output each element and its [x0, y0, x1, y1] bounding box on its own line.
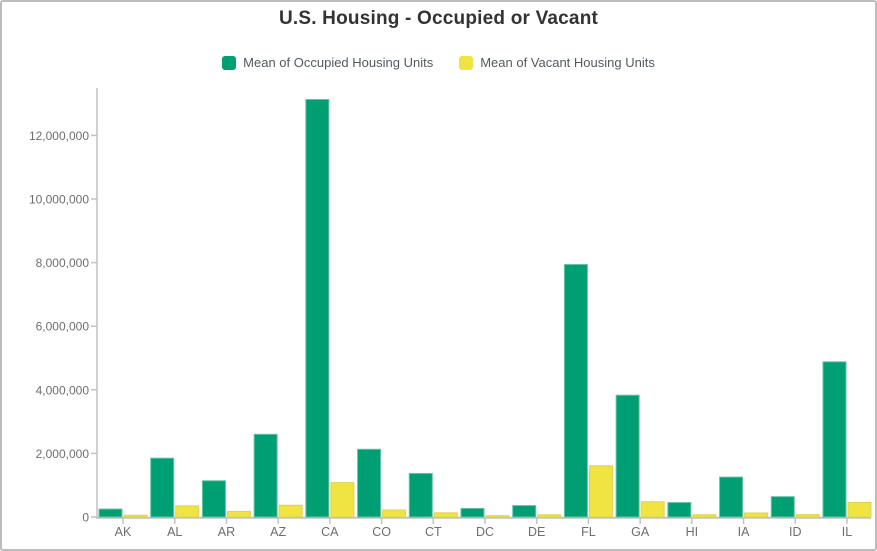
bar-FL-occupied[interactable] [563, 264, 588, 518]
x-axis-label-FL: FL [581, 525, 596, 539]
y-axis-tick-label: 12,000,000 [29, 129, 89, 143]
x-axis-label-AK: AK [115, 525, 132, 539]
x-axis-label-IA: IA [738, 525, 750, 539]
bar-CA-occupied[interactable] [305, 98, 330, 518]
bar-IA-vacant[interactable] [744, 512, 769, 518]
bar-CA-vacant[interactable] [330, 482, 355, 518]
x-axis-label-DC: DC [476, 525, 494, 539]
bar-CO-vacant[interactable] [382, 509, 407, 518]
bar-AK-occupied[interactable] [98, 508, 123, 518]
legend-label-vacant: Mean of Vacant Housing Units [480, 55, 655, 70]
x-axis-label-AZ: AZ [270, 525, 286, 539]
x-axis-label-DE: DE [528, 525, 545, 539]
bar-ID-vacant[interactable] [795, 514, 820, 518]
y-axis-tick-label: 2,000,000 [36, 447, 90, 461]
bar-FL-vacant[interactable] [588, 465, 613, 518]
bar-ID-occupied[interactable] [770, 496, 795, 518]
chart-title: U.S. Housing - Occupied or Vacant [278, 8, 599, 29]
bar-AR-vacant[interactable] [226, 510, 251, 518]
bar-CO-occupied[interactable] [357, 448, 382, 518]
bar-AL-vacant[interactable] [175, 505, 200, 518]
vacant-swatch-icon [459, 55, 474, 70]
occupied-swatch-icon [222, 55, 237, 70]
legend-item-occupied[interactable]: Mean of Occupied Housing Units [222, 55, 433, 70]
bar-DC-occupied[interactable] [460, 507, 485, 518]
x-axis-label-ID: ID [789, 525, 802, 539]
x-axis-label-CA: CA [321, 525, 339, 539]
x-axis-label-HI: HI [686, 525, 699, 539]
bar-AK-vacant[interactable] [123, 514, 148, 518]
bar-CT-occupied[interactable] [408, 472, 433, 518]
y-axis-tick-label: 10,000,000 [29, 193, 89, 207]
bar-IL-vacant[interactable] [847, 501, 872, 518]
x-axis-label-CO: CO [372, 525, 391, 539]
bar-DE-occupied[interactable] [512, 505, 537, 518]
bar-AZ-vacant[interactable] [278, 504, 303, 518]
legend-item-vacant[interactable]: Mean of Vacant Housing Units [459, 55, 655, 70]
x-axis-label-CT: CT [425, 525, 442, 539]
bar-DE-vacant[interactable] [537, 514, 562, 518]
bar-CT-vacant[interactable] [433, 512, 458, 518]
x-axis-label-AL: AL [167, 525, 182, 539]
bar-HI-occupied[interactable] [667, 502, 692, 518]
y-axis-tick-label: 4,000,000 [36, 383, 90, 397]
legend: Mean of Occupied Housing Units Mean of V… [2, 55, 875, 70]
bar-AR-occupied[interactable] [201, 480, 226, 518]
y-axis-tick-label: 0 [82, 511, 89, 525]
bar-IL-occupied[interactable] [822, 361, 847, 518]
bar-GA-occupied[interactable] [615, 394, 640, 518]
x-axis-label-GA: GA [631, 525, 650, 539]
y-axis-tick-label: 6,000,000 [36, 320, 90, 334]
bar-AZ-occupied[interactable] [253, 433, 278, 518]
x-axis-label-AR: AR [218, 525, 235, 539]
y-axis-tick-label: 8,000,000 [36, 256, 90, 270]
bar-HI-vacant[interactable] [692, 514, 717, 518]
legend-label-occupied: Mean of Occupied Housing Units [243, 55, 434, 70]
bar-AL-occupied[interactable] [150, 457, 175, 518]
bar-IA-occupied[interactable] [719, 476, 744, 518]
bar-DC-vacant[interactable] [485, 515, 510, 518]
x-axis-label-IL: IL [842, 525, 852, 539]
bar-GA-vacant[interactable] [640, 501, 665, 518]
